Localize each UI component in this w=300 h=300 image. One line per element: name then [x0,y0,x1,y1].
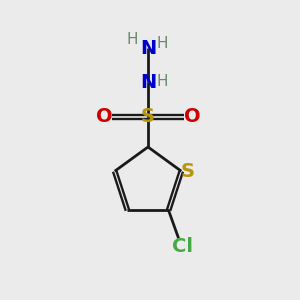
Text: H: H [156,35,168,50]
Text: S: S [141,107,155,127]
Text: O: O [184,107,200,127]
Text: S: S [180,162,194,181]
Text: O: O [96,107,112,127]
Text: H: H [156,74,168,89]
Text: N: N [140,38,156,58]
Text: Cl: Cl [172,237,193,256]
Text: N: N [140,73,156,92]
Text: H: H [126,32,138,47]
